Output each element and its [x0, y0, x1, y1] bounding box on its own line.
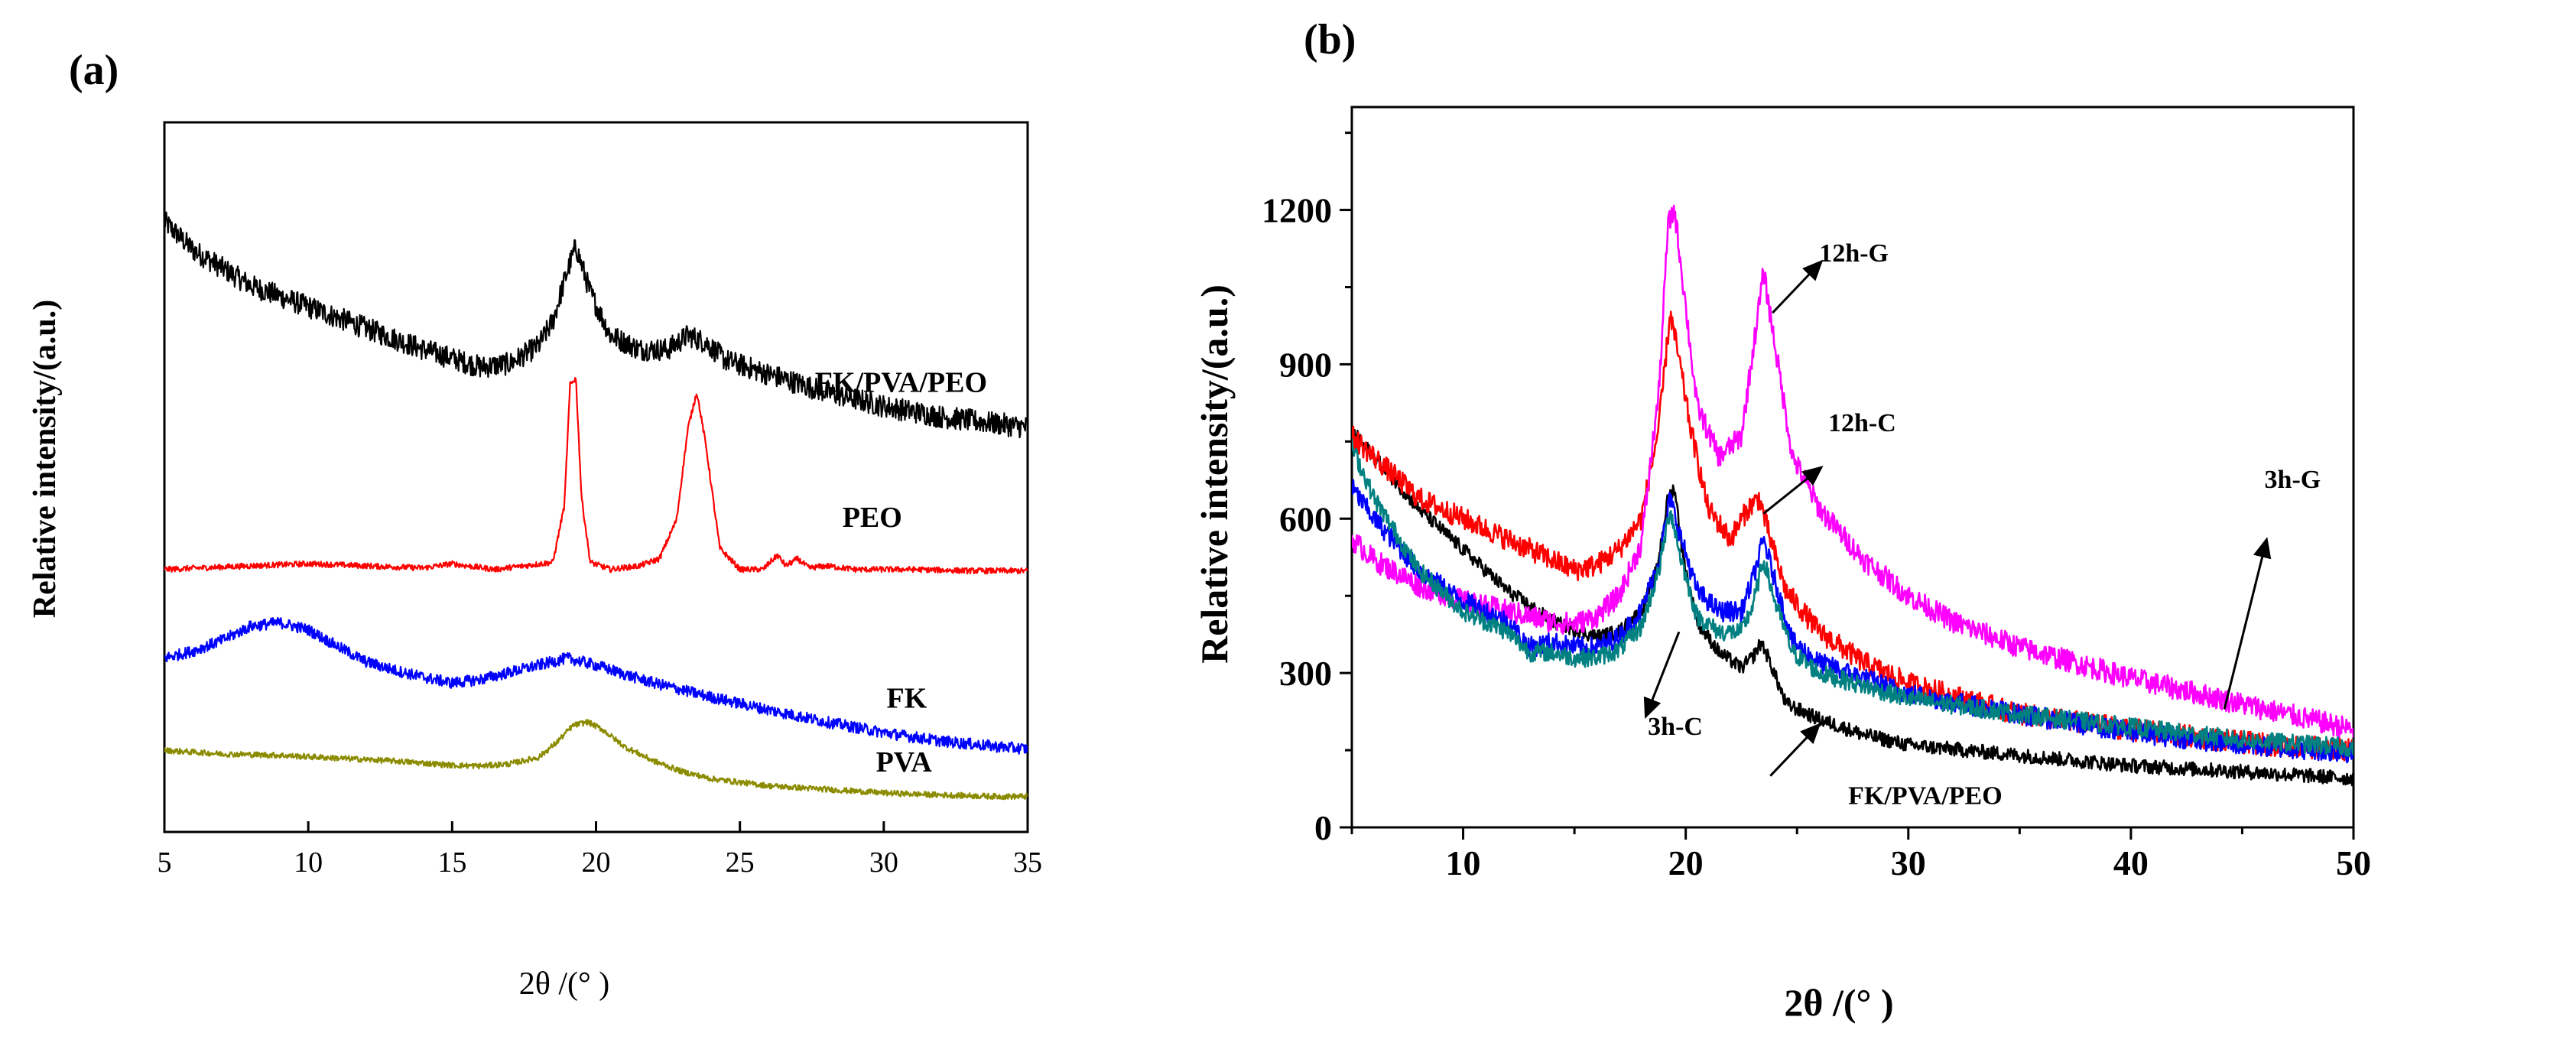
panel-a-x-tick-label: 20: [582, 846, 611, 879]
panel-a-series-peo: [164, 377, 1028, 575]
panel-a-y-axis-label: Relative intensity/(a.u.): [28, 300, 63, 618]
panel-b-plot-frame: [1350, 106, 2355, 829]
panel-b-label: (b): [1304, 16, 1356, 63]
panel-a-series-pva: [164, 719, 1028, 801]
panel-a-series-fk-pva-peo: [164, 211, 1028, 439]
panel-b-annotation-label-12h-g: 12h-G: [1819, 239, 1889, 268]
panel-b-annotation-arrow-12h-c: [1762, 466, 1824, 515]
panel-a-x-tick-label: 10: [294, 846, 323, 879]
panel-a-series-label-fk-pva-peo: FK/PVA/PEO: [815, 367, 987, 399]
panel-a-x-tick-label: 30: [869, 846, 898, 879]
panel-a-series-label-fk: FK: [887, 683, 927, 715]
panel-b-y-tick-label: 0: [1314, 808, 1332, 847]
panel-b-annotation-label-3h-c: 3h-C: [1648, 713, 1703, 741]
panel-b: (b) Relative intensity/(a.u.) 2θ /(° ) 1…: [1193, 16, 2371, 1024]
panel-b-y-axis-label: Relative intensity/(a.u.): [1193, 284, 1236, 664]
panel-b-annotation-arrow-3h-g: [2223, 537, 2272, 710]
panel-b-series-3h-g: [1352, 479, 2353, 764]
panel-b-series-12h-g: [1352, 204, 2353, 739]
panel-a: (a) Relative intensity/(a.u.) 2θ /(° ) 5…: [28, 47, 1042, 1002]
panel-a-x-tick-label: 5: [158, 846, 172, 879]
panel-b-series-3h-c: [1352, 438, 2353, 757]
panel-b-y-tick-label: 1200: [1262, 191, 1332, 230]
panel-a-series-label-peo: PEO: [843, 502, 902, 534]
panel-a-series-label-pva: PVA: [876, 746, 933, 778]
panel-b-annotation-arrow-fk-pva-peo: [1769, 723, 1821, 777]
panel-b-annotation-label-fk-pva-peo: FK/PVA/PEO: [1848, 782, 2003, 811]
panel-a-x-tick-label: 15: [437, 846, 466, 879]
panel-b-x-tick-label: 30: [1891, 843, 1926, 882]
panel-a-series-group: [164, 211, 1028, 801]
panel-b-x-tick-label: 40: [2113, 843, 2149, 882]
panel-b-y-tick-label: 300: [1279, 654, 1332, 693]
panel-b-series-group: [1352, 204, 2353, 787]
panel-a-x-tick-label: 35: [1013, 846, 1042, 879]
panel-a-label: (a): [69, 47, 119, 94]
panel-b-annotation-label-3h-g: 3h-G: [2265, 466, 2321, 494]
panel-b-x-tick-label: 50: [2336, 843, 2371, 882]
panel-b-y-tick-label: 900: [1279, 345, 1332, 384]
panel-b-annotation-arrow-3h-c: [1643, 631, 1681, 720]
panel-b-x-axis-label: 2θ /(° ): [1784, 981, 1893, 1024]
panel-b-x-tick-label: 20: [1668, 843, 1704, 882]
panel-a-x-tick-label: 25: [726, 846, 755, 879]
panel-b-x-tick-label: 10: [1446, 843, 1481, 882]
panel-b-series-12h-c: [1352, 310, 2353, 762]
panel-a-x-axis-label: 2θ /(° ): [519, 967, 610, 1002]
panel-b-annotation-label-12h-c: 12h-C: [1828, 409, 1896, 437]
panel-b-series-fk-pva-peo: [1352, 428, 2353, 787]
panel-b-y-tick-label: 600: [1279, 499, 1332, 538]
panel-a-series-fk: [164, 616, 1028, 755]
panel-b-annotation-arrow-12h-g: [1772, 259, 1824, 314]
